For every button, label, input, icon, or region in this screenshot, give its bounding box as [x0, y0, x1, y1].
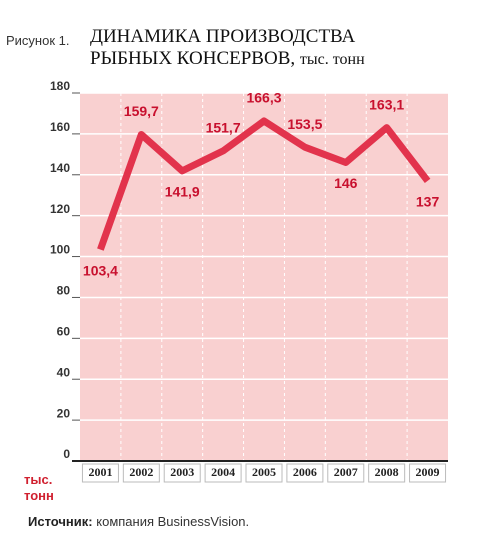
x-tick-label: 2008 — [375, 465, 399, 479]
x-tick-label: 2001 — [88, 465, 112, 479]
y-tick-label: 40 — [57, 365, 71, 379]
x-tick-label: 2006 — [293, 465, 317, 479]
title-line: РЫБНЫХ КОНСЕРВОВ, — [90, 48, 296, 69]
x-tick-box — [409, 463, 447, 483]
data-label: 141,9 — [165, 184, 200, 200]
source-label: Источник: — [28, 514, 93, 529]
data-line — [97, 117, 431, 251]
title-unit: тыс. тонн — [299, 51, 365, 68]
x-tick-box — [81, 463, 119, 483]
y-tick-label: 0 — [63, 447, 70, 461]
x-tick-box — [122, 463, 160, 483]
x-tick-label: 2009 — [416, 465, 440, 479]
x-tick-label: 2005 — [252, 465, 276, 479]
chart-title: ДИНАМИКА ПРОИЗВОДСТВА РЫБНЫХ КОНСЕРВОВ, … — [90, 26, 365, 71]
y-tick-label: 140 — [50, 161, 70, 175]
data-label: 146 — [334, 175, 358, 191]
y-tick-label: 80 — [57, 284, 71, 298]
x-tick-label: 2007 — [334, 465, 358, 479]
data-label: 103,4 — [83, 262, 118, 278]
y-tick-label: 160 — [50, 120, 70, 134]
source: Источник: компания BusinessVision. — [28, 514, 249, 529]
x-tick-box — [327, 463, 365, 483]
y-tick-label: 100 — [50, 243, 70, 257]
data-label: 153,5 — [287, 116, 322, 132]
x-tick-box — [286, 463, 324, 483]
y-axis-unit: тыс. тонн — [24, 472, 54, 503]
x-tick-box — [204, 463, 242, 483]
data-label: 166,3 — [246, 90, 281, 106]
data-label: 137 — [416, 194, 440, 210]
y-tick-label: 20 — [57, 406, 71, 420]
data-label: 159,7 — [124, 103, 159, 119]
data-label: 151,7 — [206, 120, 241, 136]
x-tick-box — [368, 463, 406, 483]
y-tick-label: 120 — [50, 202, 70, 216]
x-tick-box — [163, 463, 201, 483]
figure-label: Рисунок 1. — [6, 33, 70, 48]
y-tick-label: 60 — [57, 325, 71, 339]
title-line: РЫБНЫХ КОНСЕРВОВ, тыс. тонн — [90, 48, 365, 71]
title-line: ДИНАМИКА ПРОИЗВОДСТВА — [90, 26, 356, 47]
x-tick-box — [245, 463, 283, 483]
source-text: компания BusinessVision. — [96, 514, 250, 529]
x-tick-label: 2002 — [129, 465, 153, 479]
data-label: 163,1 — [369, 96, 404, 112]
y-tick-label: 180 — [50, 79, 70, 93]
x-tick-label: 2004 — [211, 465, 235, 479]
x-tick-label: 2003 — [170, 465, 194, 479]
plot-area — [80, 93, 448, 461]
